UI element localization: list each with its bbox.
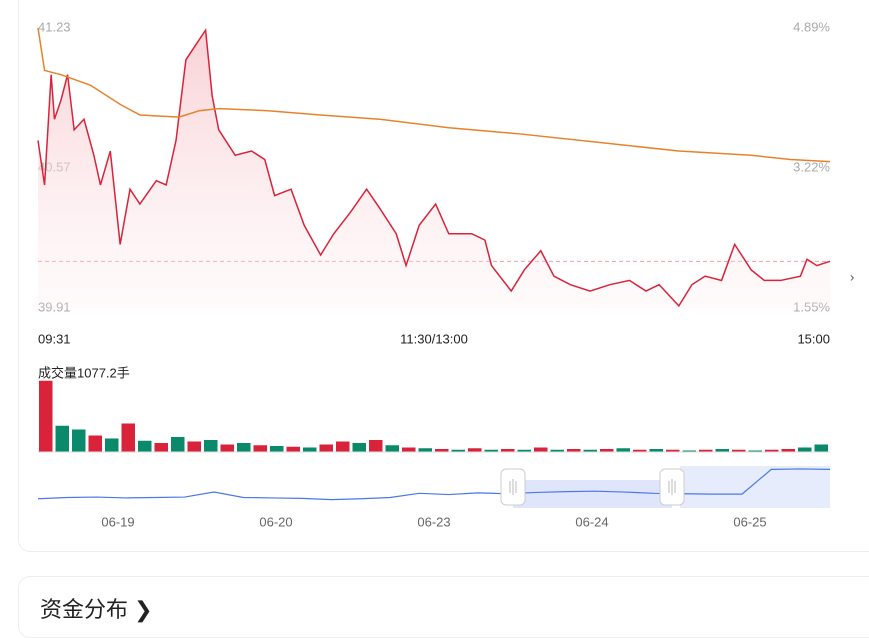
nav-selection [513, 480, 672, 508]
volume-bar [748, 450, 762, 452]
chart-card [18, 0, 869, 552]
section-title[interactable]: 资金分布 ❯ [40, 597, 153, 622]
volume-bar [204, 440, 218, 452]
volume-bar [781, 449, 795, 452]
volume-bar [55, 425, 69, 452]
nav-date-label: 06-23 [417, 514, 450, 529]
volume-bar [336, 441, 350, 452]
volume-bar [39, 380, 53, 452]
volume-bar [732, 449, 746, 452]
volume-bar [88, 435, 102, 452]
handle-grip [668, 479, 676, 495]
series-line [37, 27, 831, 163]
volume-bar [567, 449, 581, 452]
volume-bar [286, 446, 300, 452]
volume-bar [369, 440, 383, 452]
volume-bar [418, 448, 432, 452]
volume-bar [699, 449, 713, 452]
volume-bar [666, 449, 680, 452]
volume-bar [402, 447, 416, 452]
volume-bar [220, 444, 234, 452]
volume-bar [435, 449, 449, 452]
price-area [38, 30, 830, 308]
volume-bar [451, 449, 465, 452]
volume-bar [253, 445, 267, 452]
volume-bar [121, 423, 135, 452]
volume-bar [484, 449, 498, 452]
x-tick-label: 11:30/13:00 [400, 331, 468, 346]
chart: › 成交量1077.2手 39.9140.5741.231.55%3.22%4.… [37, 19, 854, 529]
next-arrow[interactable]: › [850, 269, 854, 284]
volume-label: 成交量1077.2手 [38, 365, 130, 380]
volume-bar [385, 445, 399, 452]
y2-tick-label: 3.22% [793, 159, 830, 174]
volume-bar [798, 447, 812, 452]
volume-bar [616, 448, 630, 452]
volume-bar [171, 437, 185, 452]
y2-tick-label: 4.89% [793, 19, 830, 34]
volume-bar [649, 449, 663, 452]
volume-bar [270, 446, 284, 452]
x-tick-label: 15:00 [797, 331, 830, 346]
section-title-text: 资金分布 [40, 597, 129, 622]
nav-date-label: 06-24 [575, 514, 608, 529]
volume-bar [319, 444, 333, 452]
volume-bar [600, 449, 614, 452]
volume-bar [765, 449, 779, 452]
volume-bar [814, 444, 828, 452]
volume-bar [468, 448, 482, 452]
volume-bar [517, 449, 531, 452]
volume-bar [138, 440, 152, 452]
volume-bar [501, 449, 515, 452]
volume-bar [715, 449, 729, 452]
handle-grip [509, 479, 517, 495]
y-tick-label: 41.23 [38, 19, 71, 34]
x-tick-label: 09:31 [38, 331, 71, 346]
volume-bar [105, 438, 119, 452]
volume-bar [72, 429, 86, 452]
volume-bar [633, 449, 647, 452]
volume-bar [352, 443, 366, 452]
volume-bar [303, 447, 317, 452]
volume-bar [187, 441, 201, 452]
nav-date-label: 06-25 [733, 514, 766, 529]
nav-date-label: 06-20 [259, 514, 292, 529]
volume-bar [237, 443, 251, 452]
nav-range [680, 466, 830, 508]
volume-bar [534, 447, 548, 452]
volume-bar [583, 449, 597, 452]
volume-bar [682, 450, 696, 452]
page: 资金分布 ❯ › 成交量1077.2手 39.9140.5741.231.55%… [18, 0, 869, 638]
series-line [37, 27, 831, 308]
volume-bar [154, 443, 168, 452]
nav-date-label: 06-19 [101, 514, 134, 529]
nav-line [37, 468, 831, 501]
volume-bar [550, 449, 564, 452]
